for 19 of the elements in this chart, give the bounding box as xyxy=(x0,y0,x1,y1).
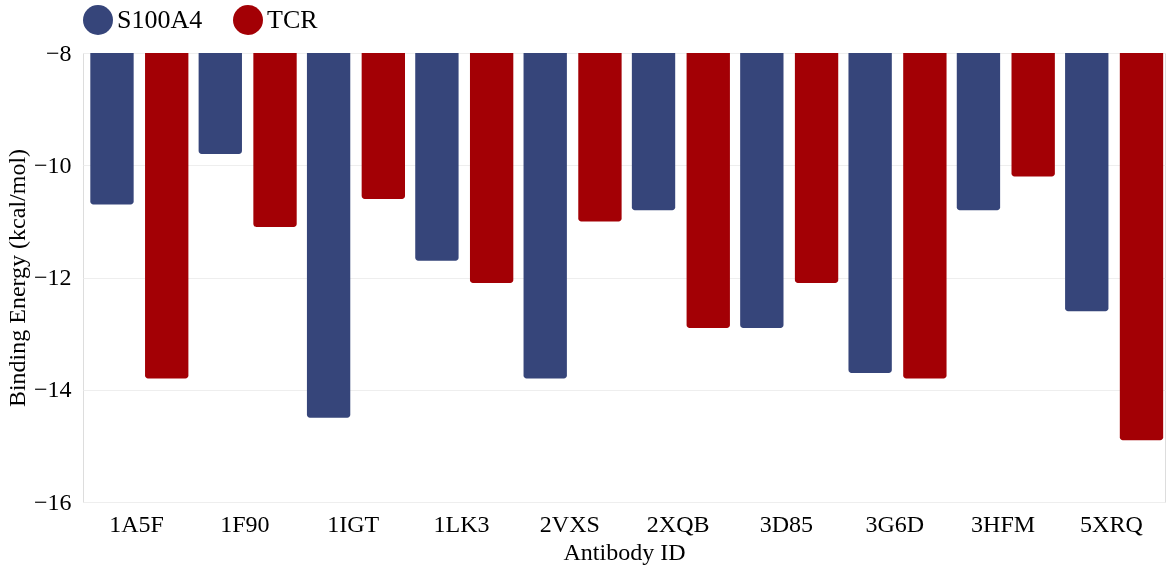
x-tick-label: 3G6D xyxy=(865,510,925,537)
x-tick-label: 1IGT xyxy=(327,510,380,537)
y-tick-label: −16 xyxy=(33,488,72,515)
y-tick-label: −8 xyxy=(45,39,72,66)
x-tick-label: 2XQB xyxy=(646,510,710,537)
x-tick-label: 1A5F xyxy=(109,510,164,537)
legend-label: S100A4 xyxy=(117,5,203,34)
x-tick-label: 5XRQ xyxy=(1080,510,1143,537)
legend-label: TCR xyxy=(267,5,319,34)
x-tick-label: 3D85 xyxy=(759,510,814,537)
x-tick-label: 2VXS xyxy=(539,510,600,537)
x-tick-label: 1F90 xyxy=(220,510,270,537)
y-tick-label: −14 xyxy=(33,376,72,403)
x-tick-label: 3HFM xyxy=(971,510,1036,537)
y-tick-label: −10 xyxy=(33,151,72,178)
y-axis-title: Binding Energy (kcal/mol) xyxy=(3,148,30,408)
x-axis-title: Antibody ID xyxy=(563,538,686,565)
x-tick-label: 1LK3 xyxy=(433,510,490,537)
y-tick-label: −12 xyxy=(33,264,72,290)
